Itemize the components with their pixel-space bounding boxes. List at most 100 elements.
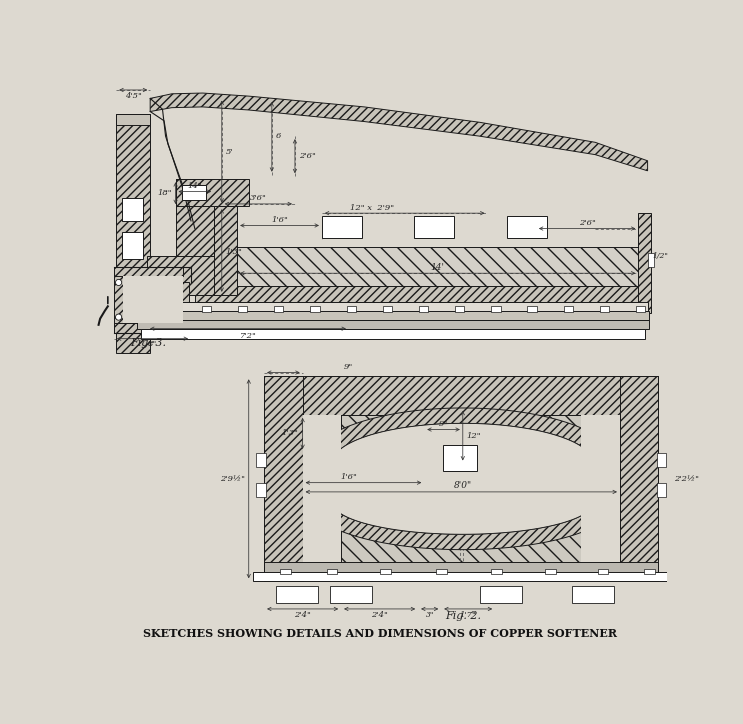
Bar [657, 483, 666, 497]
Bar [114, 267, 123, 332]
Text: 5': 5' [226, 148, 233, 156]
Text: 4'5": 4'5" [125, 91, 142, 99]
Bar [545, 569, 556, 573]
Text: 2'2½": 2'2½" [674, 475, 698, 483]
Bar [415, 216, 454, 237]
Bar [657, 453, 666, 467]
Text: 9": 9" [344, 363, 354, 371]
Text: SKETCHES SHOWING DETAILS AND DIMENSIONS OF COPPER SOFTENER: SKETCHES SHOWING DETAILS AND DIMENSIONS … [143, 628, 617, 639]
Bar [238, 306, 247, 312]
Bar [528, 306, 536, 312]
Bar [311, 306, 319, 312]
Bar [114, 324, 184, 332]
Bar [643, 569, 655, 573]
Text: 7'2": 7'2" [240, 332, 257, 340]
Bar [436, 569, 447, 573]
Text: 2'6": 2'6" [299, 152, 316, 160]
Bar [141, 329, 645, 339]
Text: 14": 14" [187, 182, 202, 190]
Text: 3'6": 3'6" [250, 194, 267, 203]
Bar [564, 306, 573, 312]
Text: 6: 6 [276, 132, 281, 140]
Text: 12" x  2'9": 12" x 2'9" [350, 203, 394, 211]
Bar [114, 267, 184, 277]
Bar [480, 586, 522, 603]
Text: Fig. 2.: Fig. 2. [445, 611, 481, 621]
Text: 2'6": 2'6" [579, 219, 596, 227]
Bar [581, 415, 620, 566]
Bar [264, 376, 302, 581]
Bar [117, 114, 150, 125]
Polygon shape [150, 93, 648, 171]
Bar [572, 586, 614, 603]
Bar [443, 445, 477, 471]
Bar [149, 311, 649, 320]
Bar [383, 306, 392, 312]
Bar [147, 256, 216, 295]
Bar [326, 569, 337, 573]
Bar [122, 198, 143, 221]
Bar [175, 180, 249, 206]
Bar [280, 569, 291, 573]
Bar [597, 569, 609, 573]
Bar [253, 572, 670, 581]
Text: 1/2": 1/2" [652, 252, 668, 261]
Text: 8'0": 8'0" [454, 481, 472, 490]
Bar [214, 206, 237, 295]
Bar [600, 306, 609, 312]
Bar [638, 213, 651, 313]
Bar [419, 306, 428, 312]
Text: 1'6": 1'6" [271, 216, 288, 224]
Bar [237, 247, 645, 287]
Text: 2'4": 2'4" [294, 611, 311, 619]
Bar [491, 306, 501, 312]
Bar [256, 483, 266, 497]
Text: 1'7": 1'7" [460, 611, 476, 619]
Text: 18": 18" [157, 189, 172, 197]
Bar [581, 415, 620, 566]
Text: 2'9½": 2'9½" [220, 475, 245, 483]
Polygon shape [332, 424, 594, 534]
Bar [455, 306, 464, 312]
Bar [636, 306, 645, 312]
Bar [330, 586, 372, 603]
Bar [256, 453, 266, 467]
Bar [491, 569, 502, 573]
Polygon shape [309, 502, 617, 550]
Circle shape [115, 279, 122, 285]
Bar [507, 216, 547, 237]
Bar [123, 277, 184, 324]
Bar [302, 415, 341, 566]
Bar [346, 306, 356, 312]
Bar [264, 562, 658, 573]
Text: 9": 9" [439, 420, 448, 428]
Text: 14': 14' [430, 263, 444, 272]
Bar [322, 216, 362, 237]
Text: 1'3": 1'3" [282, 429, 299, 437]
Bar [648, 253, 654, 267]
Bar [274, 306, 283, 312]
Bar [175, 180, 214, 295]
Bar [172, 303, 648, 312]
Bar [117, 114, 150, 353]
Bar [122, 232, 143, 259]
Text: 1'3": 1'3" [226, 248, 242, 256]
Bar [202, 306, 211, 312]
Text: Fig. 3.: Fig. 3. [131, 337, 166, 348]
Bar [276, 586, 318, 603]
Text: 12": 12" [467, 432, 481, 439]
Bar [302, 415, 620, 566]
Bar [182, 185, 207, 200]
Bar [264, 376, 658, 415]
Bar [302, 415, 341, 566]
Circle shape [115, 314, 122, 320]
Bar [182, 282, 189, 317]
Bar [137, 320, 649, 329]
Polygon shape [309, 408, 617, 463]
Text: 2'4": 2'4" [372, 611, 388, 619]
Bar [195, 285, 648, 303]
Bar [620, 376, 658, 581]
Text: 1'6": 1'6" [340, 473, 357, 481]
Text: 3": 3" [426, 611, 434, 619]
Text: 8": 8" [148, 340, 157, 348]
